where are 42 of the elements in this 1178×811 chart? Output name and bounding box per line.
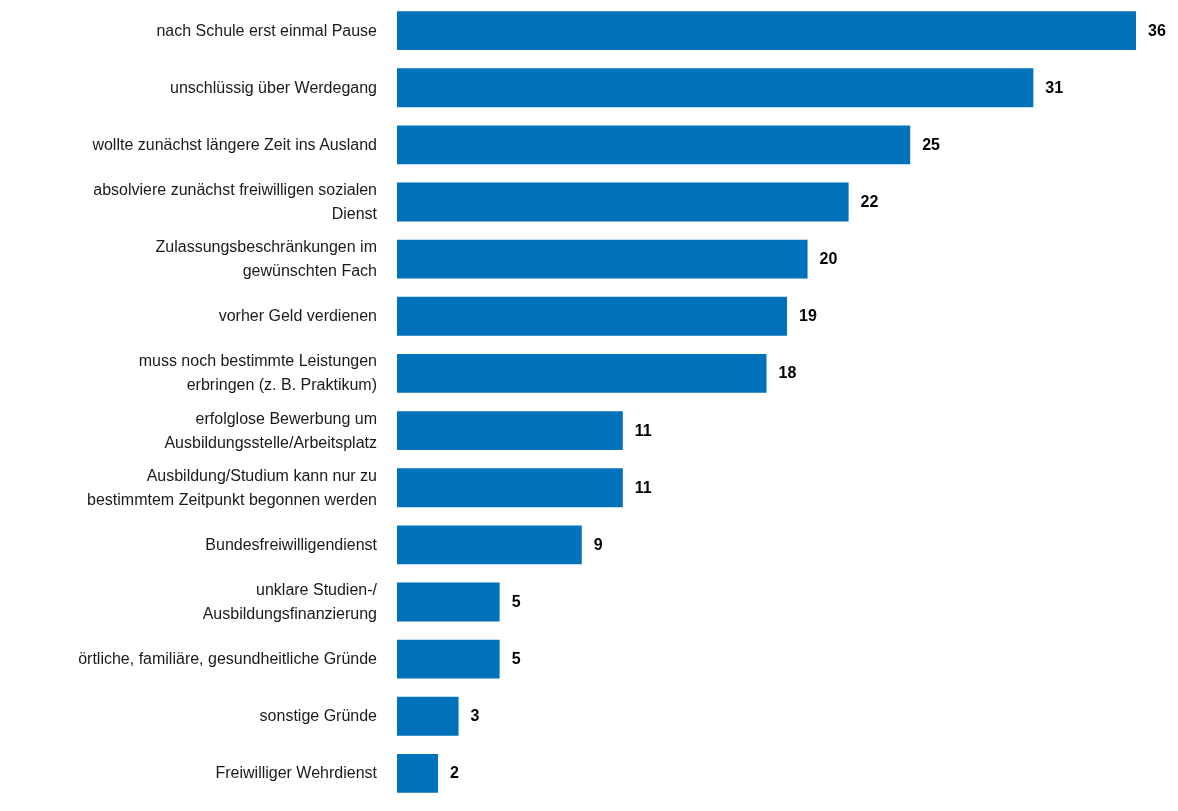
y-tick-label: Freiwilliger Wehrdienst: [215, 764, 378, 782]
y-tick-label: sonstige Gründe: [259, 707, 378, 725]
bar: [397, 411, 623, 450]
bar: [397, 296, 788, 336]
data-label: 20: [819, 250, 838, 268]
y-tick-label: Ausbildung/Studium kann nur zu bestimmtem Zeitpunkt begonnen werden: [87, 466, 377, 508]
data-label: 3: [470, 707, 480, 725]
y-tick-label: erfolglose Bewerbung um Ausbildungsstelle/Arbeitsplatz: [164, 409, 377, 451]
bar: [397, 639, 500, 679]
bar: [397, 468, 623, 508]
data-label: 25: [922, 135, 941, 153]
bar: [397, 754, 439, 793]
bar: [397, 582, 500, 622]
bar: [397, 239, 808, 279]
data-label: 9: [593, 535, 603, 553]
data-label: 11: [634, 421, 652, 439]
bar: [397, 125, 911, 165]
y-tick-label: absolviere zunächst freiwilligen sozialen Dienst: [93, 181, 378, 222]
data-label: 36: [1148, 21, 1166, 39]
bar: [397, 525, 582, 565]
bar: [397, 696, 459, 736]
data-label: 11: [634, 478, 652, 496]
data-label: 19: [799, 307, 817, 325]
bar: [397, 68, 1034, 108]
bar: [397, 354, 767, 393]
y-tick-label: nach Schule erst einmal Pause: [156, 21, 378, 39]
data-label: 5: [511, 650, 521, 668]
bar: [397, 11, 1136, 50]
y-tick-label: muss noch bestimmte Leistungen erbringen (z. B. Praktikum): [138, 352, 377, 394]
y-tick-label: Zulassungsbeschränkungen im gewünschten Fach: [155, 238, 377, 280]
data-label: 5: [511, 593, 521, 610]
y-tick-label: unklare Studien-/ Ausbildungsfinanzierung: [202, 581, 378, 622]
data-label: 22: [860, 193, 879, 210]
data-label: 31: [1045, 78, 1064, 96]
bar: [397, 182, 849, 222]
y-tick-label: unschlüssig über Werdegang: [170, 78, 377, 96]
data-label: 2: [450, 764, 460, 782]
y-tick-label: örtliche, familiäre, gesundheitliche Gründe: [78, 650, 378, 668]
y-tick-label: vorher Geld verdienen: [218, 307, 377, 325]
data-label: 18: [778, 364, 797, 382]
y-tick-label: Bundesfreiwilligendienst: [205, 535, 378, 553]
y-tick-label: wollte zunächst längere Zeit ins Ausland: [91, 135, 377, 153]
